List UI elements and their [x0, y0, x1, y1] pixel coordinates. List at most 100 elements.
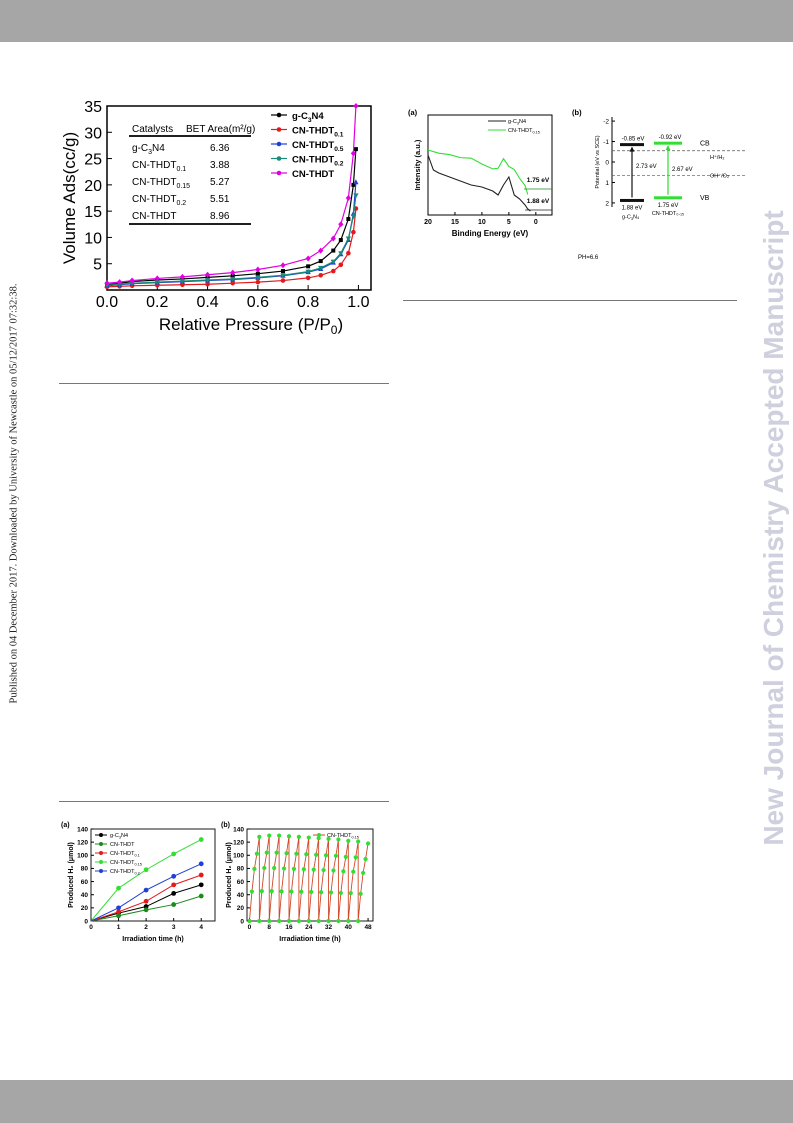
data-point: [259, 889, 264, 894]
data-point: [353, 855, 358, 860]
y-tick-label: 80: [237, 866, 245, 873]
y-tick-label: 80: [81, 866, 89, 873]
data-point: [319, 890, 324, 895]
data-point: [204, 271, 211, 278]
legend-marker: [99, 869, 103, 873]
data-point: [309, 889, 314, 895]
data-point: [291, 866, 297, 871]
data-point: [316, 918, 321, 924]
y-tick-label: 140: [77, 826, 88, 833]
legend-label: CN-THDT0.1: [292, 126, 344, 139]
series-line-CN-THDT0.2: [106, 195, 357, 286]
legend-label: CN-THDT0.15: [110, 860, 142, 867]
data-point: [353, 147, 358, 152]
legend-marker: [99, 842, 103, 846]
series-line-CN-THDT: [106, 105, 357, 284]
legend-marker: [276, 170, 282, 176]
y-tick-label: -2: [603, 119, 609, 126]
arrow-head: [629, 146, 635, 152]
x-tick-label: 0.0: [96, 294, 118, 311]
vb-value-t: 1.75 eV: [658, 203, 679, 209]
data-point: [314, 852, 319, 857]
data-point: [304, 852, 309, 857]
series-line-cycling: [249, 835, 369, 922]
legend-label: CN-THDT0.15: [327, 833, 359, 840]
table-cell-area: 5.27: [210, 177, 230, 188]
data-point: [154, 275, 160, 282]
y-tick-label: 0: [605, 160, 609, 167]
data-point: [279, 889, 284, 894]
data-point: [230, 273, 235, 278]
data-point: [116, 885, 121, 891]
x-tick-label: 5: [507, 219, 511, 226]
data-point: [311, 867, 316, 872]
legend-label: CN-THDT0.1: [110, 851, 140, 858]
legend-label: g-C3N4: [292, 111, 324, 124]
x-tick-label: 4: [199, 924, 203, 931]
data-point: [338, 262, 344, 268]
data-point: [116, 913, 121, 919]
data-point: [255, 266, 261, 273]
data-point: [281, 866, 287, 871]
y-axis-label: Intensity (a.u.): [413, 139, 422, 190]
legend-marker: [317, 833, 321, 837]
y-axis-label: Produced H₂ (μmol): [68, 842, 75, 908]
header-band: [0, 0, 793, 42]
data-point: [345, 236, 351, 242]
table-cell-area: 5.51: [210, 194, 230, 205]
y-tick-label: 20: [84, 178, 102, 195]
legend-label: CN-THDT0.5: [292, 140, 344, 153]
redox-label: OH⁻/O₂: [710, 173, 729, 179]
data-point: [338, 221, 344, 228]
data-point: [280, 273, 286, 279]
x-tick-label: 8: [267, 924, 271, 931]
y-tick-label: 20: [237, 905, 245, 912]
vb-level-g: [620, 198, 644, 202]
table-header: BET Area(m²/g): [186, 124, 255, 135]
data-point: [179, 279, 186, 285]
footer-band: [0, 1080, 793, 1123]
data-point: [356, 918, 361, 924]
x-axis-label: Irradiation time (h): [122, 936, 183, 943]
y-axis-label: Potential (eV vs SCE): [595, 135, 601, 188]
series-line-CN-THDT0.15: [427, 149, 529, 195]
data-point: [351, 229, 356, 235]
data-point: [171, 902, 177, 907]
data-point: [277, 833, 282, 838]
y-tick-label: 100: [233, 853, 244, 860]
y-axis-label: Volume Ads(cc/g): [60, 132, 79, 264]
data-point: [284, 851, 289, 856]
data-point: [346, 217, 351, 222]
data-point: [252, 866, 257, 871]
data-point: [143, 867, 149, 873]
plot-frame: [90, 828, 216, 922]
table-cell-area: 3.88: [210, 160, 230, 171]
data-point: [318, 247, 324, 254]
data-point: [171, 882, 177, 888]
data-point: [247, 918, 252, 924]
data-point: [323, 853, 329, 858]
data-point: [249, 889, 255, 894]
data-point: [264, 850, 269, 855]
data-point: [198, 861, 204, 867]
data-point: [318, 259, 323, 264]
data-point: [230, 269, 236, 276]
data-point: [277, 918, 282, 924]
data-point: [198, 882, 204, 888]
data-point: [356, 839, 361, 844]
data-point: [255, 271, 260, 276]
data-point: [346, 838, 351, 843]
legend-marker: [99, 833, 103, 837]
data-point: [257, 918, 262, 924]
y-tick-label: 40: [237, 892, 245, 899]
data-point: [280, 262, 286, 269]
legend-label: g-C3N4: [110, 833, 128, 840]
data-point: [363, 856, 368, 862]
data-point: [341, 869, 346, 874]
data-point: [330, 259, 336, 265]
x-tick-label: 0: [248, 924, 252, 931]
series-line-CN-THDT0.1: [90, 874, 202, 922]
redox-label: H⁺/H₂: [710, 154, 725, 161]
data-point: [346, 250, 351, 256]
y-tick-label: 120: [77, 839, 88, 846]
